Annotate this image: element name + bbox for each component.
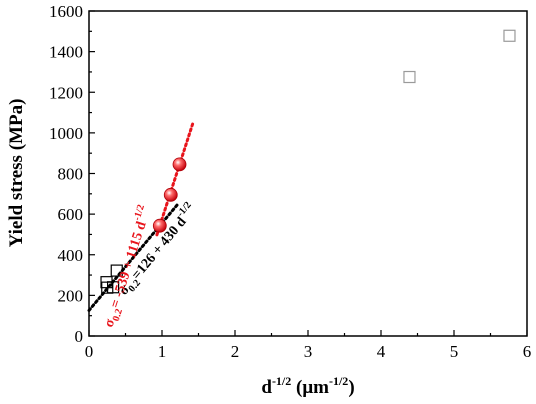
x-tick-label: 5: [450, 342, 459, 361]
x-axis-title-close: ): [348, 377, 354, 398]
data-point-square: [403, 70, 416, 84]
x-axis-title-base: d: [261, 377, 272, 398]
y-tick-label: 200: [58, 286, 84, 305]
plot-frame: [88, 10, 528, 337]
x-axis-title-unit: (μm: [291, 377, 329, 398]
y-axis-title: Yield stress (MPa): [6, 99, 27, 248]
y-tick-label: 1400: [49, 43, 83, 62]
data-point-square: [110, 264, 123, 277]
fit-line-red: [155, 120, 195, 237]
data-point-sphere: [152, 218, 167, 233]
data-points: [100, 29, 516, 294]
y-tick-label: 600: [58, 205, 84, 224]
y-tick-label: 1200: [49, 83, 83, 102]
x-axis-title: d-1/2 (μm-1/2): [261, 374, 354, 398]
y-tick-label: 1000: [49, 124, 83, 143]
x-tick-label: 0: [85, 342, 94, 361]
data-point-sphere: [163, 187, 178, 202]
data-point-sphere: [172, 157, 187, 172]
x-tick-label: 1: [158, 342, 167, 361]
x-axis-title-base-sup: -1/2: [272, 374, 291, 388]
x-axis-title-unit-sup: -1/2: [329, 374, 348, 388]
y-tick-label: 0: [75, 327, 84, 346]
x-tick-label: 2: [231, 342, 240, 361]
ticks: 0 1 2 3 4 5 6 0 200 400 600 800 1000 1200 1400 1600: [49, 2, 531, 361]
y-tick-label: 800: [58, 165, 84, 184]
x-tick-label: 6: [523, 342, 532, 361]
y-tick-label: 1600: [49, 2, 83, 21]
axes: [88, 10, 528, 337]
data-point-square: [106, 281, 120, 294]
data-point-square: [503, 29, 516, 42]
y-tick-label: 400: [58, 246, 84, 265]
x-tick-label: 3: [304, 342, 313, 361]
x-tick-label: 4: [377, 342, 386, 361]
